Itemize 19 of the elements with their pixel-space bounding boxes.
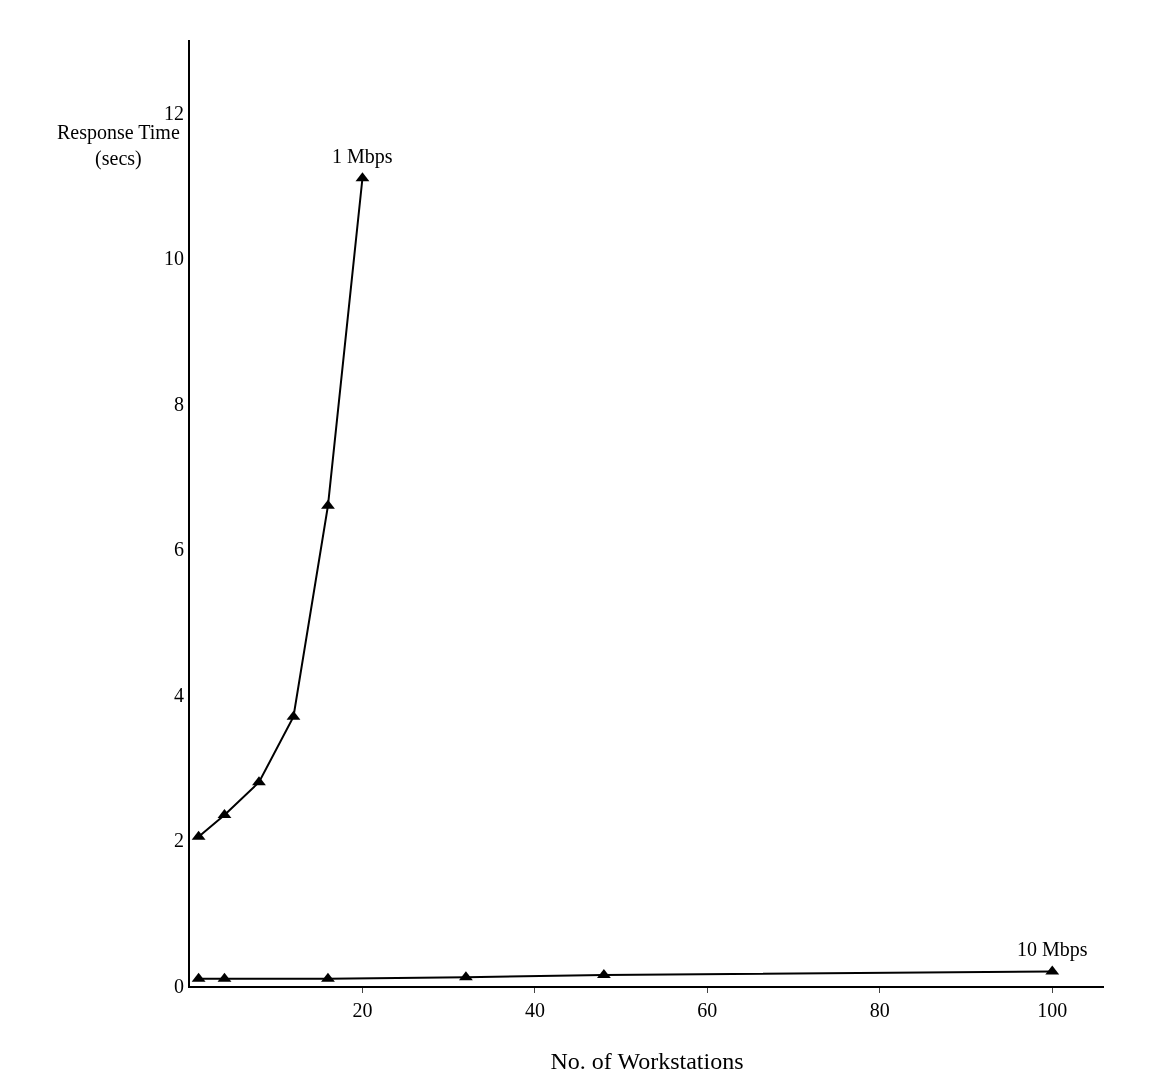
point	[321, 499, 335, 509]
x-tick-label: 80	[869, 999, 890, 1021]
x-tick-label: 60	[697, 999, 718, 1021]
x-tick-label: 40	[524, 999, 545, 1021]
y-tick-label: 2	[174, 829, 184, 852]
y-axis-title: Response Time (secs)	[57, 121, 180, 170]
x-tick-label: 20	[352, 999, 373, 1021]
point	[321, 972, 335, 982]
y-tick-label: 0	[174, 975, 184, 997]
y-tick-label: 10	[164, 247, 184, 270]
y-tick-label: 6	[174, 538, 184, 561]
y-tick-label: 4	[174, 683, 184, 706]
point	[252, 776, 266, 786]
x-tick-label: 100	[1037, 999, 1068, 1021]
y-tick-label: 12	[164, 101, 184, 124]
x-axis-title: No. of Workstations	[550, 1048, 744, 1074]
y-tick-label: 8	[174, 392, 184, 415]
series-label: 1 Mbps	[332, 145, 393, 168]
series-label: 10 Mbps	[1017, 938, 1088, 961]
